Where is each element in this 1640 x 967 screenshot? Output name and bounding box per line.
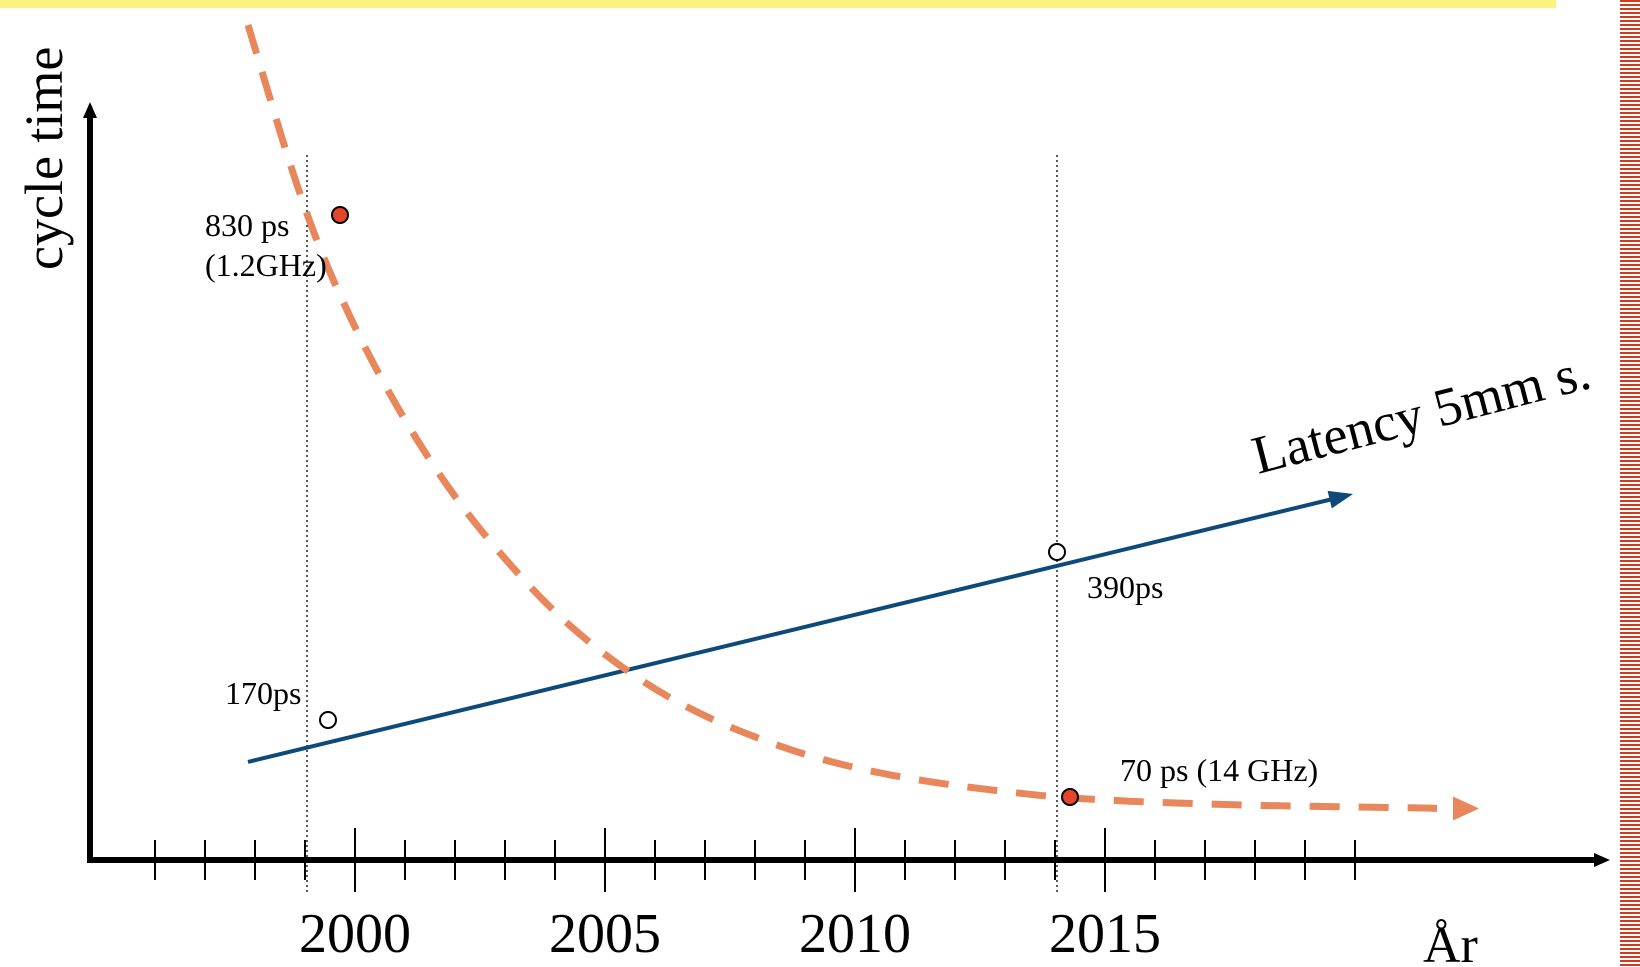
decorative-edge-strip <box>1620 0 1640 967</box>
x-tick-label: 2005 <box>549 903 661 965</box>
data-point-cycle-time <box>331 206 349 224</box>
title-band <box>0 0 1556 8</box>
reference-year-guides <box>306 155 1058 895</box>
series-arrowhead-cycle-time <box>1453 796 1479 821</box>
data-point-latency <box>319 711 337 729</box>
data-label-cycle-time: 70 ps (14 GHz) <box>1120 752 1318 788</box>
x-axis-label: År <box>1423 917 1478 967</box>
series-arrowhead-latency <box>1327 490 1353 509</box>
data-label-latency: 390ps <box>1087 569 1163 605</box>
data-label-latency: 170ps <box>225 675 301 711</box>
y-axis-label: cycle time <box>14 47 74 270</box>
x-tick-label: 2000 <box>299 903 411 965</box>
data-label-cycle-time: 830 ps <box>205 207 289 243</box>
x-axis-tick-labels: 2000 2005 2010 2015 <box>299 903 1161 965</box>
y-axis-arrowhead <box>83 102 97 118</box>
point-layer: 170ps 390ps 830 ps (1.2GHz) 70 ps (14 GHz) <box>205 206 1318 806</box>
x-axis-ticks <box>154 828 1356 892</box>
data-point-cycle-time <box>1061 788 1079 806</box>
x-axis-arrowhead <box>1594 853 1610 867</box>
x-tick-label: 2015 <box>1049 903 1161 965</box>
series-line-cycle-time <box>244 23 1438 812</box>
x-tick-label: 2010 <box>799 903 911 965</box>
data-sublabel-cycle-time: (1.2GHz) <box>205 247 327 283</box>
data-point-latency <box>1048 543 1066 561</box>
series-layer <box>244 23 1479 821</box>
series-label-latency: Latency 5mm s. <box>1246 341 1596 486</box>
series-line-latency <box>247 495 1342 764</box>
